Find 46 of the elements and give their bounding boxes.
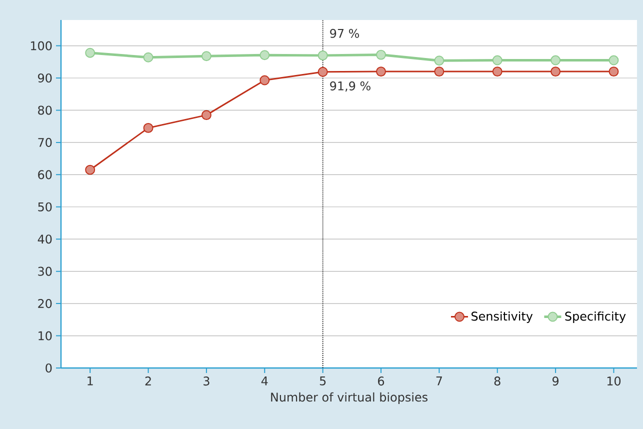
point <box>318 50 328 60</box>
point <box>85 164 96 175</box>
x-tick-label: 7 <box>436 376 442 386</box>
y-tick-label: 100 <box>30 41 52 50</box>
x-tick-label: 6 <box>378 376 384 386</box>
annotation: 91,9 % <box>330 81 370 92</box>
y-tick-label: 50 <box>38 202 52 212</box>
annotation: 97 % <box>330 28 360 38</box>
point <box>550 66 561 77</box>
y-tick-label: 40 <box>38 234 52 244</box>
point <box>260 75 270 86</box>
x-tick-label: 1 <box>88 376 93 386</box>
x-axis-title: Number of virtual biopsies <box>271 392 428 404</box>
y-tick-label: 60 <box>38 170 52 180</box>
y-tick-label: 90 <box>38 73 52 83</box>
y-tick-label: 70 <box>38 138 52 147</box>
legend-label: Sensitivity <box>472 311 533 324</box>
y-tick-label: 0 <box>46 363 52 373</box>
y-tick-label: 10 <box>38 331 52 340</box>
x-tick-label: 4 <box>261 376 268 386</box>
point <box>201 110 212 120</box>
point <box>608 55 619 66</box>
x-tick-label: 3 <box>204 376 210 386</box>
y-tick-label: 30 <box>38 266 52 276</box>
point <box>492 55 502 66</box>
point <box>608 66 619 77</box>
point <box>434 66 444 77</box>
legend-label: Specificity <box>565 311 626 324</box>
point <box>376 50 386 60</box>
y-tick-label: 80 <box>38 106 52 115</box>
point <box>492 66 502 77</box>
point <box>143 122 154 133</box>
point <box>318 66 328 77</box>
y-tick-label: 20 <box>38 299 52 308</box>
x-tick-label: 5 <box>320 376 326 386</box>
point <box>434 56 444 66</box>
x-tick-label: 2 <box>145 376 151 386</box>
point <box>550 55 561 66</box>
point <box>143 52 154 62</box>
point <box>85 48 96 58</box>
x-tick-label: 8 <box>494 376 500 386</box>
x-tick-label: 9 <box>552 376 559 386</box>
point <box>260 50 270 60</box>
point <box>201 51 212 62</box>
x-tick-label: 10 <box>607 376 621 386</box>
point <box>376 66 386 77</box>
